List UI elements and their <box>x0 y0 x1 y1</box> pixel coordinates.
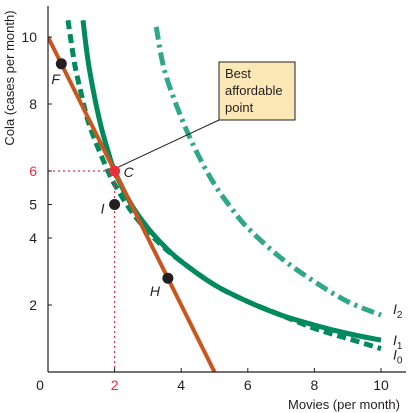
curve-label-main: I <box>393 332 397 348</box>
curve-label-I1: I1 <box>393 332 403 352</box>
x-tick-label-8: 8 <box>311 377 319 393</box>
point-I-marker <box>109 199 121 210</box>
x-tick-label-2: 2 <box>111 377 119 393</box>
y-tick-label-2: 2 <box>29 297 37 313</box>
point-I-label: I <box>101 201 105 217</box>
y-tick-label-6: 6 <box>29 163 37 179</box>
curve-label-I2: I2 <box>393 301 403 321</box>
y-axis-title: Cola (cases per month) <box>2 10 17 145</box>
curve-label-subscript: 2 <box>397 310 403 321</box>
point-F-marker <box>55 58 67 70</box>
callout-line-3: point <box>225 100 254 115</box>
indifference-curve-I2 <box>153 26 382 318</box>
curve-label-I0: I0 <box>393 347 403 367</box>
origin-label: 0 <box>36 377 44 393</box>
callout-layer: Best affordable point <box>118 61 296 168</box>
callout-line-1: Best <box>225 66 251 81</box>
axes-layer: Movies (per month) Cola (cases per month) <box>2 6 406 412</box>
y-tick-label-10: 10 <box>21 29 37 45</box>
ticks-layer: 0 2 4 6 8 10 2 4 5 6 8 10 <box>21 29 389 393</box>
y-tick-label-5: 5 <box>29 197 37 213</box>
x-tick-label-10: 10 <box>373 377 389 393</box>
x-tick-label-6: 6 <box>244 377 252 393</box>
callout-leader <box>118 119 220 168</box>
callout-line-2: affordable <box>225 83 283 98</box>
point-C-label: C <box>124 164 135 180</box>
point-C-marker <box>109 165 121 177</box>
guides-layer <box>48 170 116 372</box>
callout-box <box>218 61 296 121</box>
point-F-label: F <box>51 71 61 87</box>
indifference-curve-I1 <box>80 20 382 343</box>
curve-label-main: I <box>393 347 397 363</box>
curves-layer <box>48 20 382 372</box>
curve-label-main: I <box>393 301 397 317</box>
point-H-marker <box>162 272 174 284</box>
x-axis-title: Movies (per month) <box>288 397 400 412</box>
y-tick-label-8: 8 <box>29 96 37 112</box>
y-tick-label-4: 4 <box>29 230 37 246</box>
curve-label-subscript: 1 <box>397 341 403 352</box>
budget-line <box>48 36 217 372</box>
point-H-label: H <box>150 283 161 299</box>
points-layer: F C I H <box>51 58 174 299</box>
x-tick-label-4: 4 <box>177 377 185 393</box>
curve-label-subscript: 0 <box>397 356 403 367</box>
